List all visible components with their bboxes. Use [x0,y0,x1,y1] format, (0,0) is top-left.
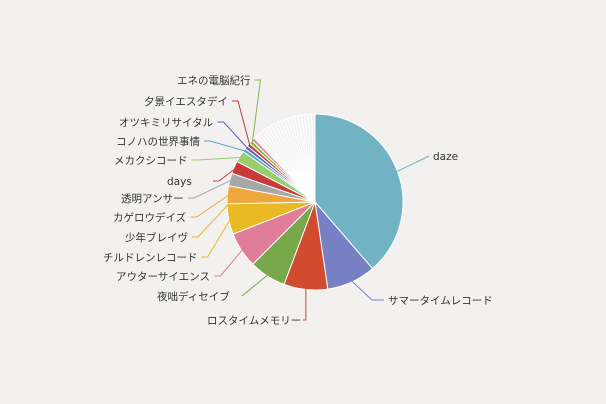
slice-label-0: daze [433,151,458,163]
slice-label-5: チルドレンレコード [103,252,198,264]
leader-line-0 [395,155,430,173]
pie-slices [226,113,404,291]
slice-label-9: days [167,176,192,188]
leader-line-5 [201,218,232,258]
leader-line-3 [241,273,269,297]
slice-label-4: アウターサイエンス [116,271,210,283]
slice-label-2: ロスタイムメモリー [207,315,301,327]
slice-label-14: エネの電脳紀行 [177,74,251,87]
slice-label-7: カゲロウデイズ [113,211,186,224]
slice-label-12: オツキミリサイタル [119,117,213,129]
slice-label-1: サマータイムレコード [388,295,493,307]
slice-label-6: 少年ブレイヴ [125,231,188,244]
leader-line-1 [350,279,384,301]
slice-label-11: コノハの世界事情 [116,135,200,148]
leader-line-10 [191,156,242,161]
slice-label-13: 夕景イエスタデイ [144,95,228,108]
slice-label-10: メカクシコード [114,155,188,167]
leader-line-2 [303,287,307,321]
leader-line-13 [232,100,251,146]
leader-line-11 [204,140,246,152]
slice-label-3: 夜咄ディセイブ [157,290,230,303]
leader-line-9 [213,167,237,182]
pie-outline [226,113,404,291]
leader-line-6 [192,203,230,238]
leader-line-12 [217,121,249,149]
leader-line-4 [214,248,244,277]
leader-line-7 [190,194,230,218]
slice-label-8: 透明アンサー [121,193,184,205]
leader-line-14 [251,79,262,144]
leader-lines [188,79,430,321]
leader-line-8 [188,179,233,199]
